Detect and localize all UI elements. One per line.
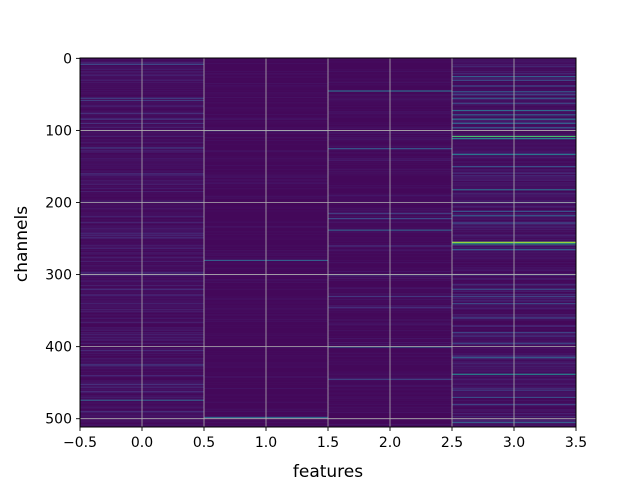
y-tick-label: 100 [45, 123, 72, 139]
x-tick-label: 0.0 [131, 435, 153, 451]
y-axis: 0 100 200 300 400 500 [45, 51, 80, 428]
x-tick-label: −0.5 [63, 435, 97, 451]
x-tick-label: 1.5 [317, 435, 339, 451]
x-tick-label: 0.5 [193, 435, 215, 451]
x-axis: −0.5 0.0 0.5 1.0 1.5 2.0 2.5 3.0 3.5 [63, 427, 587, 451]
x-tick-label: 3.5 [565, 435, 587, 451]
grid-lines [80, 58, 576, 427]
y-tick-label: 500 [45, 412, 72, 428]
x-axis-label: features [293, 462, 363, 480]
y-axis-label: channels [12, 206, 32, 282]
y-tick-label: 200 [45, 196, 72, 212]
y-tick-label: 0 [63, 51, 72, 67]
x-tick-label: 2.0 [379, 435, 401, 451]
x-tick-label: 2.5 [441, 435, 463, 451]
y-tick-label: 400 [45, 340, 72, 356]
x-tick-label: 1.0 [255, 435, 277, 451]
y-tick-label: 300 [45, 268, 72, 284]
x-tick-label: 3.0 [503, 435, 525, 451]
